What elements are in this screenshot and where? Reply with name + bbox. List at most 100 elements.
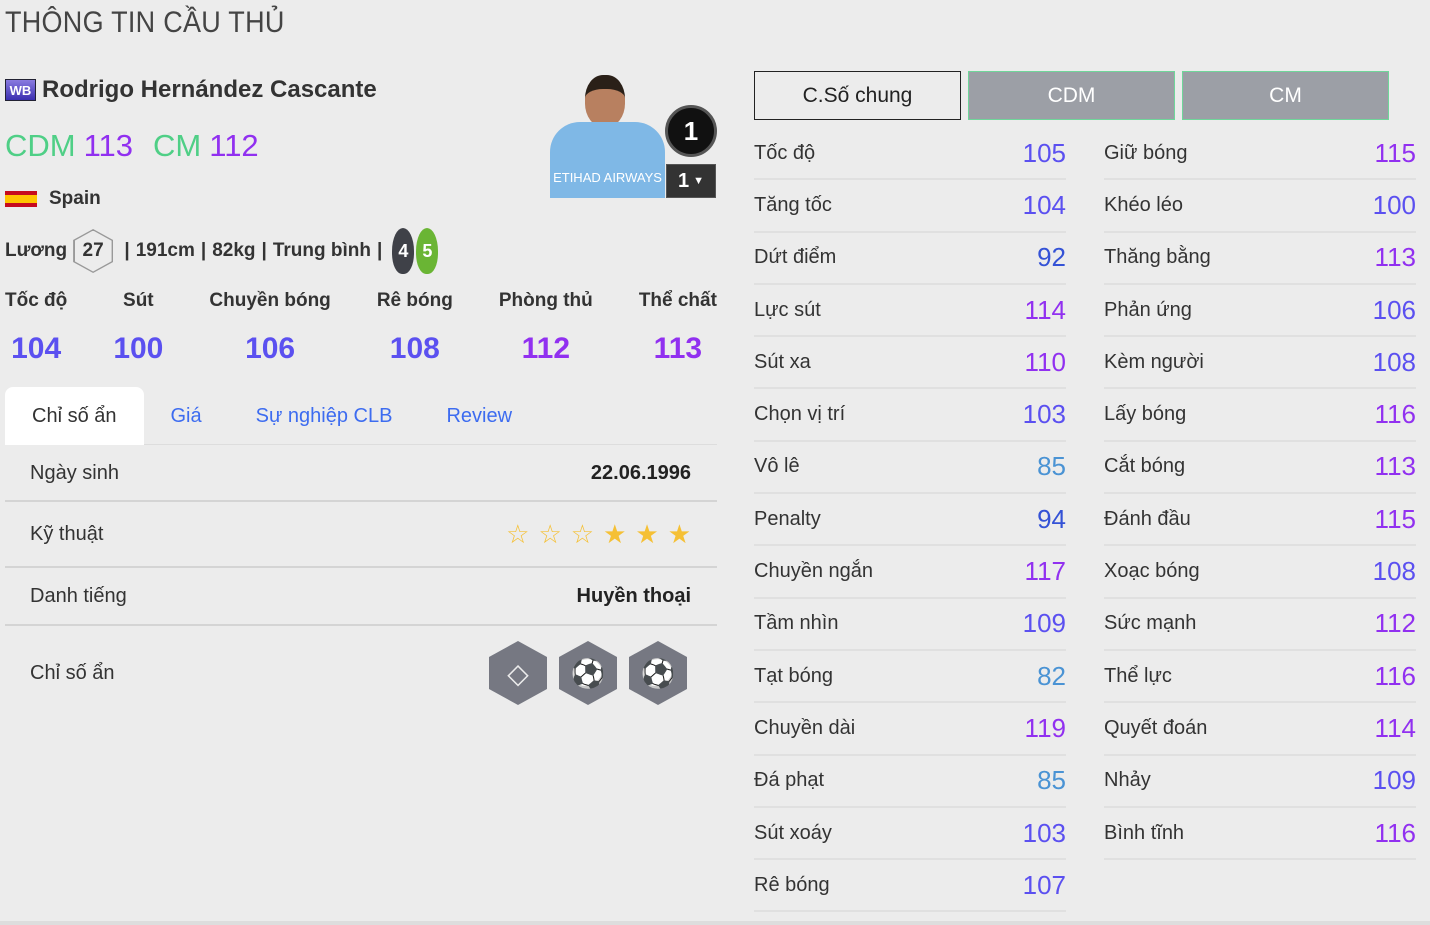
category-value: 108 xyxy=(389,332,440,365)
tab-hidden-stats[interactable]: Chỉ số ẩn xyxy=(5,387,144,445)
upgrade-level-select[interactable]: 1 ▼ xyxy=(666,164,716,198)
stat-label: Lực sút xyxy=(754,298,821,321)
stat-label: Chuyền dài xyxy=(754,716,856,739)
stat-row: Đánh đầu 115 xyxy=(1104,494,1416,547)
player-photo: ETIHAD AIRWAYS xyxy=(540,70,665,198)
tab-club-career[interactable]: Sự nghiệp CLB xyxy=(255,404,393,427)
stat-row: Cắt bóng 113 xyxy=(1104,442,1416,495)
stat-row: Chọn vị trí 103 xyxy=(754,389,1066,442)
stat-row: Đá phạt 85 xyxy=(754,756,1066,808)
category-stat: Chuyền bóng 106 xyxy=(209,290,330,366)
stats-right-column: Giữ bóng 115 Khéo léo 100 Thăng bằng 113 Phản … xyxy=(1104,128,1416,861)
player-shirt: ETIHAD AIRWAYS xyxy=(550,122,665,198)
stat-label: Thể lực xyxy=(1104,664,1172,687)
star-empty-icon: ☆ xyxy=(506,518,530,549)
stat-row: Lấy bóng 116 xyxy=(1104,389,1416,442)
player-head xyxy=(585,75,625,127)
salary-badge: 27 xyxy=(73,229,114,273)
foot-rating: 4 5 xyxy=(392,228,439,274)
category-label: Tốc độ xyxy=(5,290,68,311)
stat-row: Kèm người 108 xyxy=(1104,337,1416,390)
star-filled-icon: ★ xyxy=(635,518,659,549)
birth-label: Ngày sinh xyxy=(30,461,119,484)
category-stats: Tốc độ 104 Sút 100 Chuyền bóng 106 Rê bóng 108 P… xyxy=(5,290,717,366)
stat-row: Sút xoáy 103 xyxy=(754,808,1066,861)
category-label: Chuyền bóng xyxy=(209,290,331,311)
category-value: 106 xyxy=(245,332,296,365)
stat-row: Lực sút 114 xyxy=(754,285,1066,338)
stat-row: Chuyền dài 119 xyxy=(754,703,1066,756)
height: 191cm xyxy=(135,240,195,261)
category-value: 112 xyxy=(521,332,571,365)
stat-row: Thể lực 116 xyxy=(1104,651,1416,704)
stat-value: 106 xyxy=(1372,294,1416,325)
position: CM xyxy=(153,128,202,163)
category-stat: Thể chất 113 xyxy=(639,290,717,366)
stat-row: Tốc độ 105 xyxy=(754,128,1066,181)
category-label: Thể chất xyxy=(638,290,717,311)
right-foot-icon: 5 xyxy=(416,228,439,274)
skill-label: Kỹ thuật xyxy=(30,522,104,545)
stat-label: Sút xa xyxy=(754,350,811,373)
curl-shot-icon[interactable]: ⚽ xyxy=(629,641,687,705)
separator: | xyxy=(377,240,383,261)
tab-general-stats[interactable]: C.Số chung xyxy=(754,71,961,120)
stat-row: Bình tĩnh 116 xyxy=(1104,808,1416,861)
stat-value: 108 xyxy=(1372,556,1416,587)
stat-label: Nhảy xyxy=(1104,769,1151,792)
stat-label: Chọn vị trí xyxy=(754,403,846,426)
page-title: THÔNG TIN CẦU THỦ xyxy=(5,6,285,39)
player-name-row: WB Rodrigo Hernández Cascante xyxy=(5,76,377,104)
separator: | xyxy=(261,240,267,261)
stat-label: Tầm nhìn xyxy=(754,612,839,635)
stat-row: Giữ bóng 115 xyxy=(1104,128,1416,181)
diamond-icon[interactable]: ◇ xyxy=(489,641,547,705)
body-type: Trung bình xyxy=(272,240,371,261)
stat-row: Thăng bằng 113 xyxy=(1104,233,1416,285)
position: CDM xyxy=(5,128,76,163)
tab-review[interactable]: Review xyxy=(446,404,513,427)
tab-cdm-stats[interactable]: CDM xyxy=(968,71,1175,120)
category-label: Sút xyxy=(123,290,154,311)
stat-value: 109 xyxy=(1022,608,1066,639)
stat-row: Phản ứng 106 xyxy=(1104,285,1416,338)
stat-value: 103 xyxy=(1022,817,1066,848)
stat-row: Penalty 94 xyxy=(754,494,1066,547)
hidden-traits-row: Chỉ số ẩn ◇ ⚽ ⚽ xyxy=(5,626,717,720)
tab-price[interactable]: Giá xyxy=(170,404,202,427)
separator: | xyxy=(119,240,130,261)
stat-value: 100 xyxy=(1372,189,1416,220)
stat-value: 115 xyxy=(1374,503,1416,534)
stat-label: Thăng bằng xyxy=(1104,246,1211,269)
stat-label: Cắt bóng xyxy=(1104,455,1186,478)
tab-cm-stats[interactable]: CM xyxy=(1182,71,1389,120)
position-ratings: CDM 113 CM 112 xyxy=(5,128,271,164)
stat-value: 115 xyxy=(1374,137,1416,168)
stat-row: Rê bóng 107 xyxy=(754,860,1066,913)
hidden-traits-label: Chỉ số ẩn xyxy=(30,661,115,684)
stat-row: Khéo léo 100 xyxy=(1104,180,1416,233)
stat-value: 117 xyxy=(1024,556,1066,587)
skill-row: Kỹ thuật ☆ ☆ ☆ ★ ★ ★ xyxy=(5,502,717,568)
stat-value: 94 xyxy=(1037,503,1066,534)
separator: | xyxy=(200,240,207,261)
nationality: Spain xyxy=(5,188,101,210)
stat-label: Phản ứng xyxy=(1104,298,1192,321)
salary-value: 27 xyxy=(82,240,104,261)
stat-label: Bình tĩnh xyxy=(1104,821,1185,844)
stat-value: 113 xyxy=(1374,451,1416,482)
stat-row: Tăng tốc 104 xyxy=(754,180,1066,233)
stat-row: Vô lê 85 xyxy=(754,442,1066,495)
caret-down-icon: ▼ xyxy=(693,175,704,187)
stat-label: Tăng tốc xyxy=(754,193,832,216)
stat-value: 107 xyxy=(1022,869,1066,900)
stat-row: Nhảy 109 xyxy=(1104,756,1416,808)
long-shot-icon[interactable]: ⚽ xyxy=(559,641,617,705)
season-icon: WB xyxy=(5,79,36,101)
stat-value: 109 xyxy=(1372,765,1416,796)
stat-row: Tạt bóng 82 xyxy=(754,651,1066,704)
category-label: Phòng thủ xyxy=(498,290,593,311)
stat-label: Khéo léo xyxy=(1104,193,1183,216)
category-value: 100 xyxy=(113,332,164,365)
player-info: Lương 27 | 191cm | 82kg | Trung bình | 4 5 xyxy=(5,228,439,274)
